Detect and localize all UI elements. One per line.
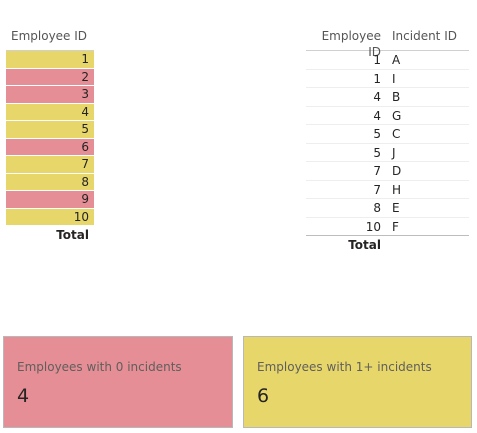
incident-id-cell: I	[392, 71, 396, 86]
table-row[interactable]: 5	[6, 121, 94, 139]
table-row[interactable]: 1	[6, 51, 94, 69]
card-value: 6	[257, 385, 270, 407]
incident-id-cell: C	[392, 127, 401, 141]
one-plus-incidents-card[interactable]: Employees with 1+ incidents 6	[243, 336, 472, 428]
table-row[interactable]: 9	[6, 191, 94, 209]
employee-table-body: 1 2 3 4 5 6 7 8 9 10	[6, 51, 94, 226]
table-row[interactable]: 3	[6, 86, 94, 104]
card-label: Employees with 1+ incidents	[257, 360, 432, 374]
employee-id-cell: 4	[373, 90, 381, 104]
table-row[interactable]: 10 F	[306, 218, 469, 236]
employee-id-cell: 7	[373, 182, 381, 197]
incident-table-header: Employee ID Incident ID	[306, 28, 469, 59]
incident-table-total-value	[386, 236, 469, 254]
employee-id-cell: 5	[373, 127, 381, 141]
employee-id-cell: 7	[373, 164, 381, 178]
employee-id-cell: 1	[373, 71, 381, 86]
table-row[interactable]: 4	[6, 103, 94, 121]
incident-id-cell: H	[392, 182, 402, 197]
table-row[interactable]: 7	[6, 156, 94, 174]
table-row[interactable]: 8	[6, 173, 94, 191]
incident-id-cell: G	[392, 108, 402, 123]
employee-table: Employee ID 1 2 3 4 5 6 7 8 9 10 Total	[6, 28, 94, 244]
employee-id-cell: 4	[373, 108, 381, 123]
employee-id-cell: 8	[373, 201, 381, 215]
employee-id-column-header[interactable]: Employee ID	[6, 28, 94, 51]
table-row[interactable]: 10	[6, 208, 94, 226]
employee-table-total: Total	[56, 228, 89, 242]
incident-id-cell: B	[392, 90, 401, 104]
incident-table-body: 1 A 1 I 4 B 4 G 5 C 5 J 7 D 7 H 8 E 10 F	[306, 51, 469, 236]
table-row[interactable]: 2	[6, 68, 94, 86]
incident-id-cell: D	[392, 164, 402, 178]
incident-id-cell: E	[392, 201, 400, 215]
zero-incidents-card[interactable]: Employees with 0 incidents 4	[3, 336, 233, 428]
table-row[interactable]: 6	[6, 138, 94, 156]
incident-id-column-header[interactable]: Incident ID	[392, 29, 457, 43]
employee-id-column-header[interactable]: Employee ID	[321, 29, 381, 59]
employee-id-cell: 5	[373, 145, 381, 160]
incident-id-cell: F	[392, 219, 399, 234]
incident-id-cell: A	[392, 53, 401, 67]
incident-table-total: Total	[306, 236, 469, 254]
card-value: 4	[17, 385, 30, 407]
incident-id-cell: J	[392, 145, 396, 160]
card-label: Employees with 0 incidents	[17, 360, 182, 374]
employee-id-cell: 1	[373, 53, 381, 67]
employee-id-cell: 10	[365, 219, 381, 234]
incident-table-total-label: Total	[348, 238, 381, 252]
